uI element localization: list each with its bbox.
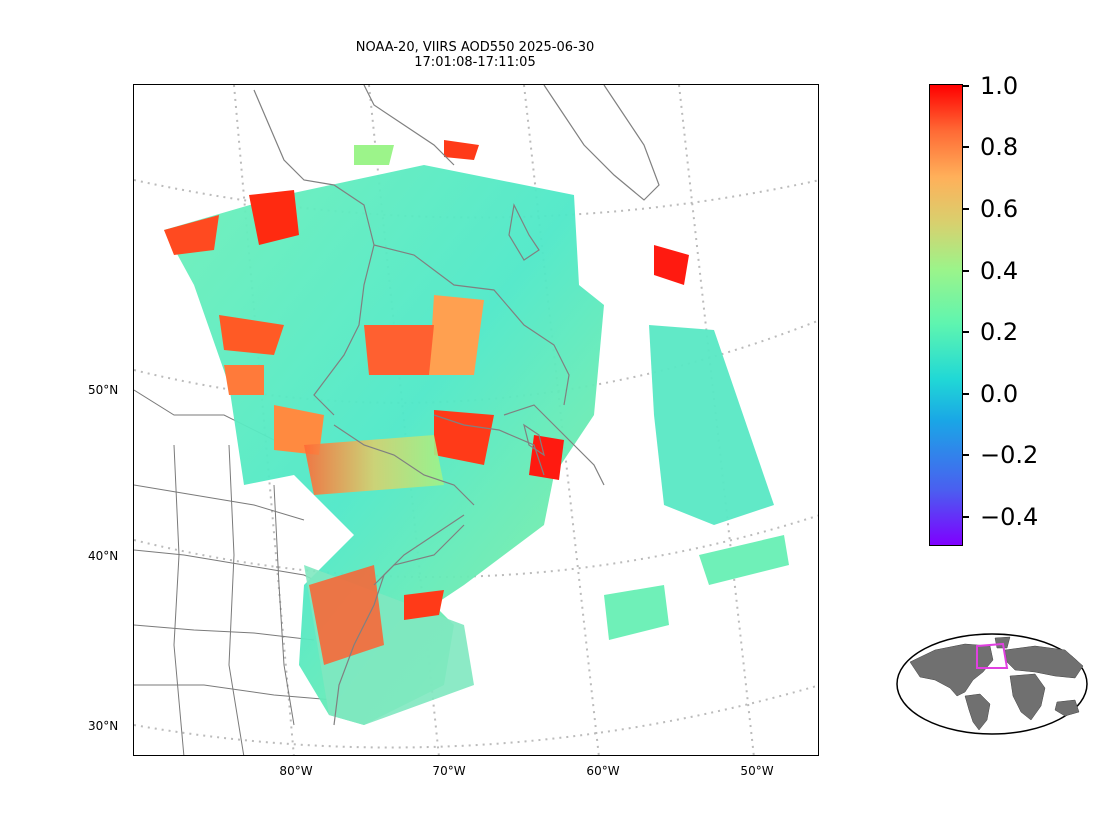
meridian-50: [678, 85, 755, 755]
south-america: [964, 693, 991, 731]
lat-label-40n: 40°N: [88, 549, 119, 563]
lon-label-60w: 60°W: [586, 764, 620, 778]
parallel-40: [134, 514, 818, 579]
colorbar-label: 0.4: [980, 257, 1019, 285]
colorbar-tick: [963, 146, 969, 148]
colorbar-tick: [963, 270, 969, 272]
coastlines: [253, 85, 660, 726]
parallel-30: [134, 684, 818, 749]
globe-continents: [909, 636, 1084, 731]
title-line-2: 17:01:08-17:11:05: [414, 55, 536, 70]
africa: [1009, 673, 1046, 721]
world-locator-map: [895, 632, 1089, 736]
aod-map-canvas: [134, 85, 818, 755]
globe-canvas: [896, 633, 1088, 735]
map-title: NOAA-20, VIIRS AOD550 2025-06-30 17:01:0…: [300, 40, 650, 70]
colorbar-label: −0.4: [980, 503, 1039, 531]
colorbar-tick: [963, 454, 969, 456]
title-line-1: NOAA-20, VIIRS AOD550 2025-06-30: [355, 40, 595, 55]
lon-label-80w: 80°W: [279, 764, 313, 778]
region-highlight-box: [976, 642, 1009, 669]
colorbar-label: 0.8: [980, 133, 1019, 161]
colorbar-label: 0.0: [980, 380, 1019, 408]
north-america: [909, 643, 994, 697]
aod-swath: [164, 140, 789, 725]
colorbar-tick: [963, 331, 969, 333]
lon-label-70w: 70°W: [432, 764, 466, 778]
colorbar-label: 1.0: [980, 72, 1019, 100]
us-state-borders: [134, 389, 335, 755]
colorbar-tick: [963, 393, 969, 395]
aod-colorbar: [929, 84, 963, 546]
colorbar-tick: [963, 85, 969, 87]
colorbar-tick: [963, 208, 969, 210]
eurasia: [1004, 645, 1084, 679]
colorbar-label: 0.2: [980, 318, 1019, 346]
colorbar-tick: [963, 516, 969, 518]
lon-label-50w: 50°W: [740, 764, 774, 778]
lat-label-30n: 30°N: [88, 719, 119, 733]
australia: [1054, 699, 1080, 717]
aod-map-panel: [133, 84, 819, 756]
parallel-60: [134, 179, 818, 219]
colorbar-label: −0.2: [980, 441, 1039, 469]
colorbar-label: 0.6: [980, 195, 1019, 223]
lat-label-50n: 50°N: [88, 383, 119, 397]
